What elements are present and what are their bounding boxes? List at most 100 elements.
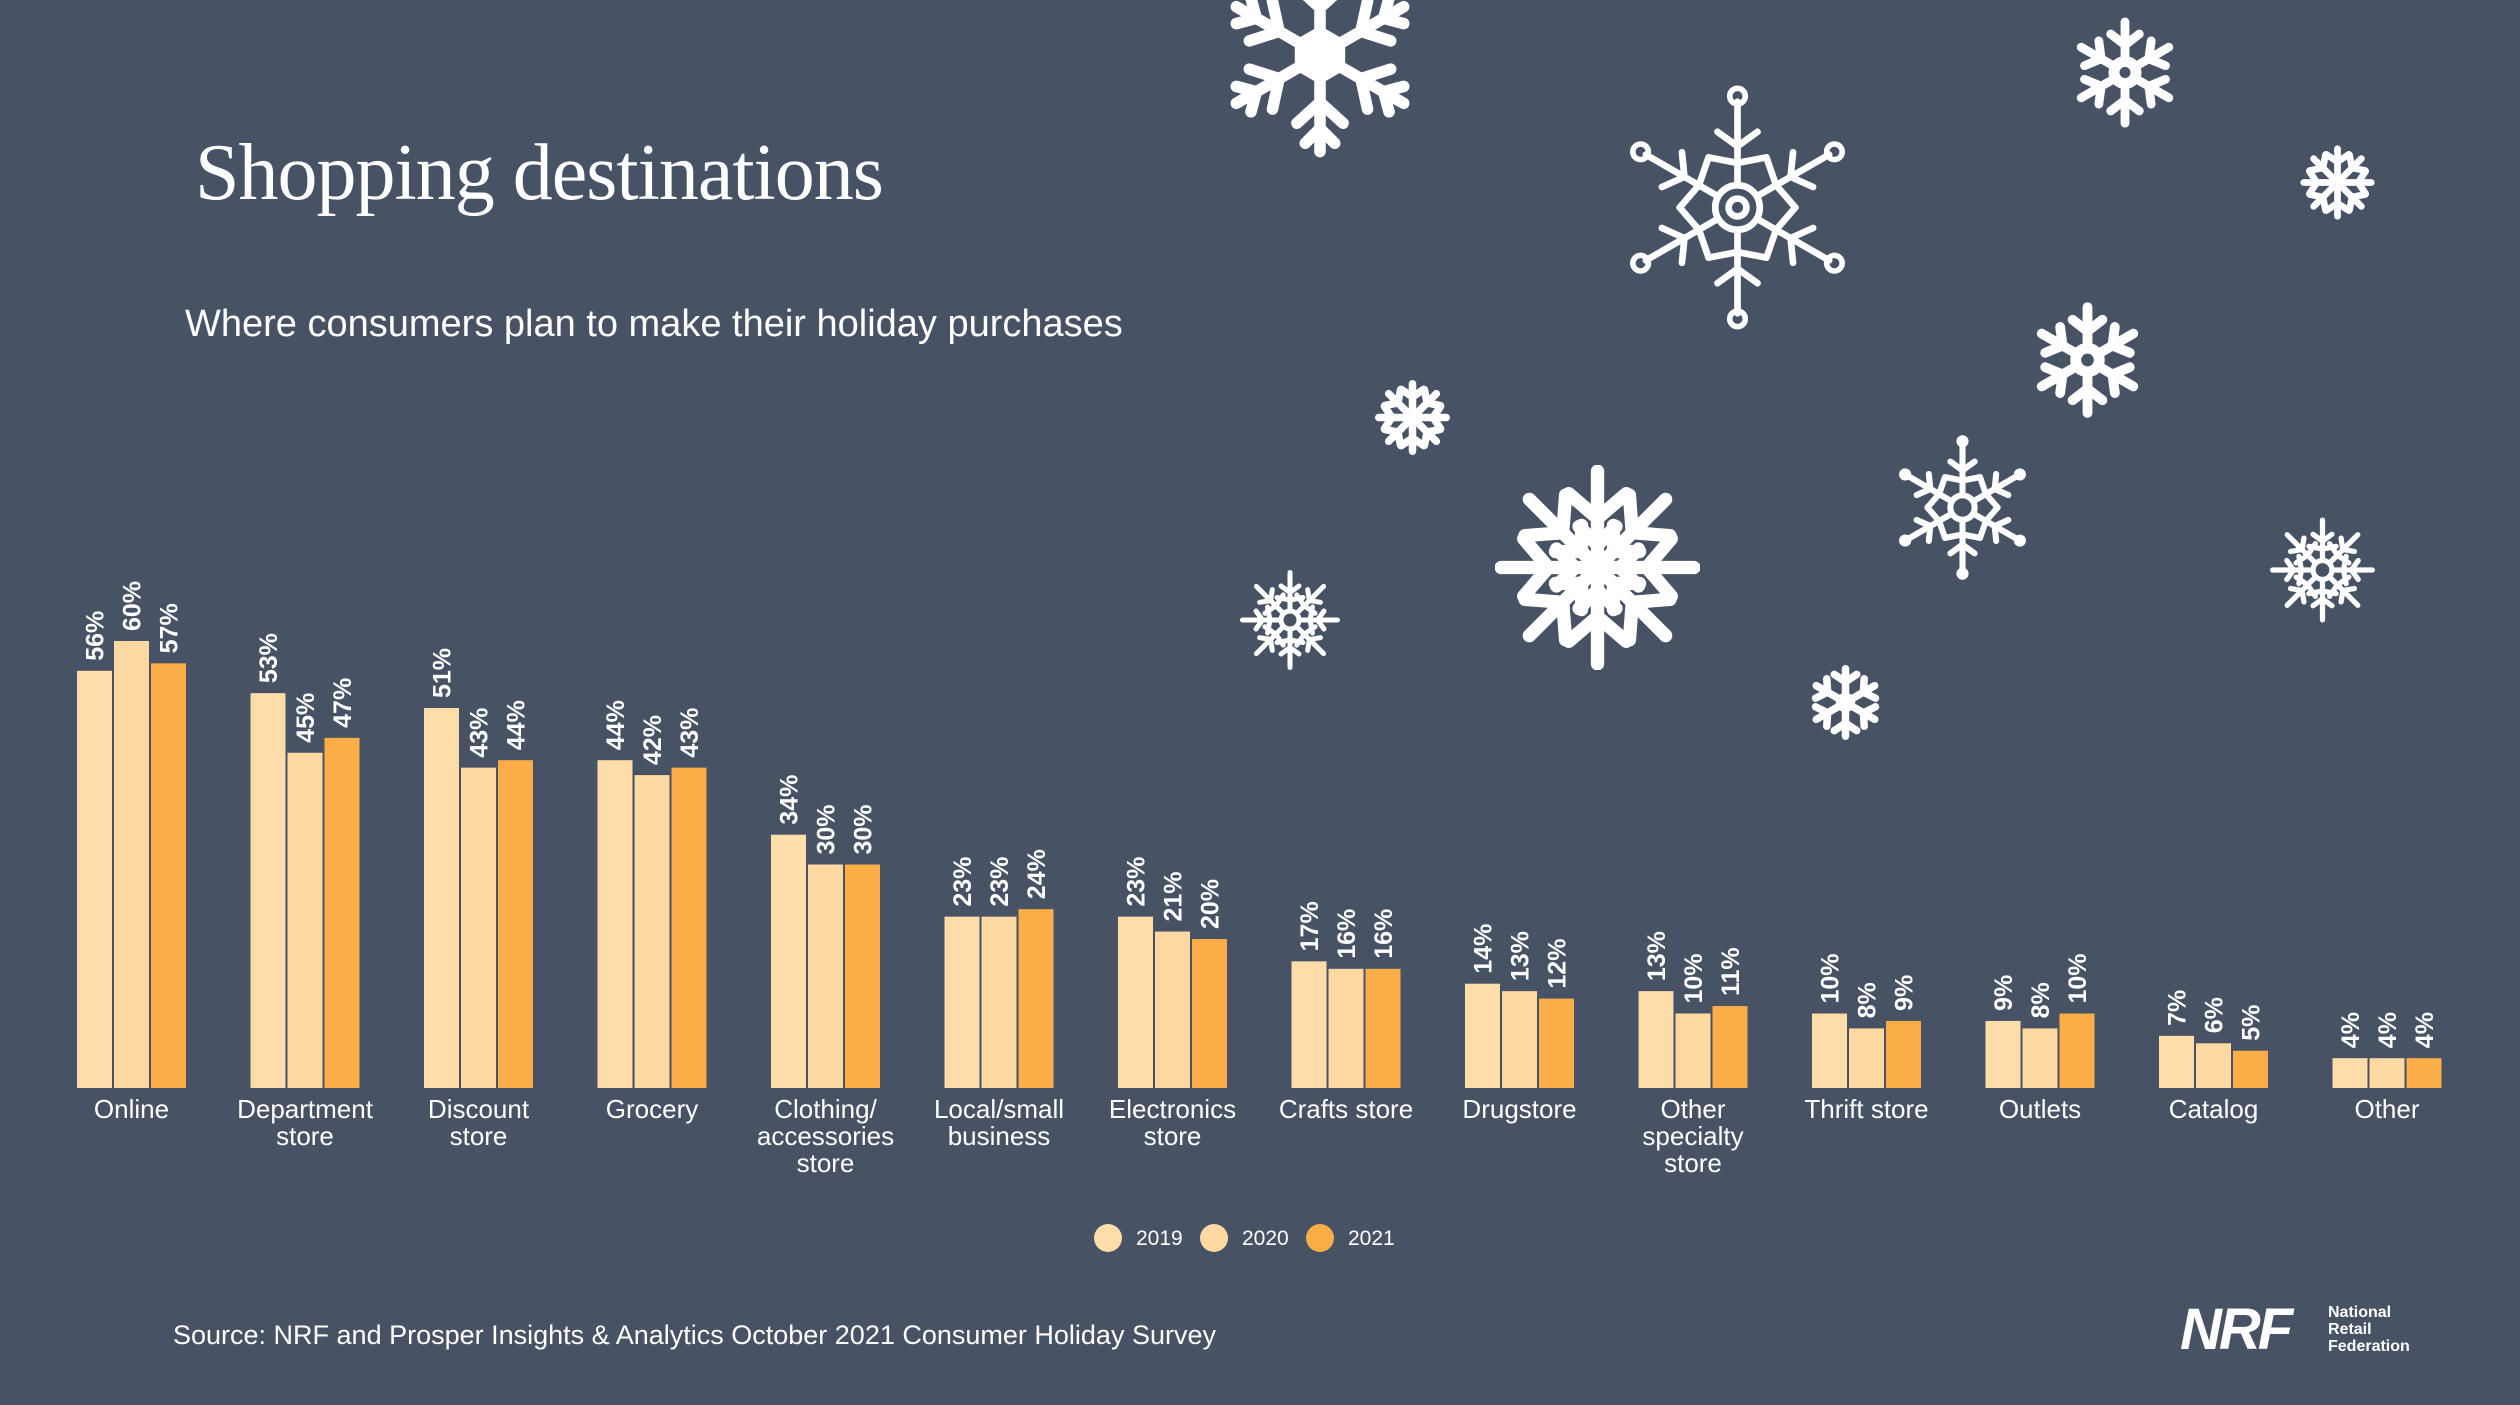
value-label: 21% [1160, 872, 1188, 922]
bar-2020 [981, 916, 1017, 1088]
snowflake-icon [1808, 665, 1883, 740]
category-label: Local/small [934, 1094, 1064, 1124]
value-label: 43% [676, 708, 704, 758]
value-label: 20% [1197, 879, 1225, 929]
category-label: Electronics [1109, 1094, 1236, 1124]
nrf-logo: NRF National Retail Federation [2180, 1300, 2440, 1360]
bar-2019 [2332, 1058, 2368, 1088]
snowflake-icon [2030, 300, 2145, 420]
value-label: 17% [1296, 901, 1324, 951]
legend-label: 2019 [1136, 1227, 1183, 1250]
category-label: Outlets [1999, 1094, 2081, 1124]
legend-swatch [1094, 1224, 1122, 1252]
bar-2020 [808, 864, 843, 1088]
legend: 2019 2020 2021 [1094, 1224, 1395, 1252]
legend-swatch [1306, 1224, 1334, 1252]
category-label: specialty [1642, 1121, 1743, 1151]
bar-2021 [2059, 1013, 2095, 1088]
logo-line: Federation [2328, 1338, 2410, 1355]
bar-2019 [1985, 1020, 2021, 1088]
category-label: Discount [428, 1094, 530, 1124]
value-label: 47% [329, 678, 357, 728]
value-label: 51% [429, 648, 457, 698]
category-label: store [797, 1148, 855, 1178]
value-label: 30% [850, 804, 878, 854]
logo-wordmark: National Retail Federation [2328, 1304, 2448, 1355]
bar-2019 [2159, 1035, 2194, 1088]
value-label: 10% [2064, 953, 2092, 1003]
value-label: 4% [2411, 1012, 2439, 1048]
value-label: 23% [1123, 857, 1151, 907]
bar-2019 [597, 760, 633, 1088]
bar-2019 [1638, 991, 1674, 1088]
page-subtitle: Where consumers plan to make their holid… [185, 303, 1123, 345]
value-label: 44% [503, 700, 531, 750]
category-label: store [1144, 1121, 1202, 1151]
bar-2020 [1328, 968, 1364, 1088]
category-label: Online [94, 1094, 169, 1124]
value-label: 10% [1680, 953, 1708, 1003]
logo-mark: NRF [2180, 1297, 2293, 1362]
page-title: Shopping destinations [195, 129, 884, 217]
value-label: 43% [466, 708, 494, 758]
value-label: 56% [82, 611, 110, 661]
bar-2020 [1502, 991, 1537, 1088]
bar-2021 [498, 760, 533, 1088]
bar-2021 [671, 767, 707, 1088]
value-label: 45% [292, 693, 320, 743]
source-note: Source: NRF and Prosper Insights & Analy… [173, 1320, 1216, 1350]
bar-2021 [845, 864, 880, 1088]
value-label: 10% [1817, 953, 1845, 1003]
bar-2021 [151, 663, 186, 1088]
category-label: Other [2354, 1094, 2419, 1124]
category-label: Thrift store [1804, 1094, 1928, 1124]
bar-2019 [1291, 961, 1327, 1088]
value-label: 11% [1717, 947, 1745, 996]
bar-2020 [1675, 1013, 1711, 1088]
value-label-group: 56% 60% 57% 53% 45% 47% 51% 43% 44% 44% 42% 43% 34% 3… [82, 581, 2440, 1048]
value-label: 12% [1544, 939, 1572, 989]
value-label: 16% [1333, 909, 1361, 959]
value-label: 7% [2164, 990, 2192, 1026]
category-label: store [450, 1121, 508, 1151]
category-label: Drugstore [1462, 1094, 1576, 1124]
category-label-group: Online DepartmentstoreDiscountstoreGrocer… [94, 1094, 2420, 1178]
bar-2020 [2022, 1028, 2058, 1088]
bar-2021 [2406, 1058, 2442, 1088]
category-label: store [1664, 1148, 1722, 1178]
snowflake-icon [1495, 465, 1700, 670]
value-label: 9% [1891, 975, 1919, 1011]
bar-2019 [1118, 916, 1153, 1088]
category-label: store [276, 1121, 334, 1151]
value-label: 30% [813, 804, 841, 854]
bar-2020 [2196, 1043, 2231, 1088]
snowflake-icon [2070, 17, 2180, 130]
value-label: 9% [1990, 975, 2018, 1011]
value-label: 6% [2201, 997, 2229, 1033]
bar-2020 [1155, 931, 1190, 1088]
category-label: accessories [757, 1121, 894, 1151]
value-label: 4% [2374, 1012, 2402, 1048]
bar-2021 [1539, 998, 1574, 1088]
bar-2021 [2233, 1050, 2268, 1088]
snowflake-icon [2300, 145, 2375, 220]
category-label: Grocery [606, 1094, 698, 1124]
bar-2021 [1192, 939, 1227, 1088]
value-label: 24% [1023, 849, 1051, 899]
value-label: 44% [602, 700, 630, 750]
bar-2019 [1465, 983, 1500, 1088]
value-label: 4% [2337, 1012, 2365, 1048]
bar-2019 [77, 670, 112, 1088]
bar-group [77, 641, 2442, 1088]
legend-label: 2021 [1348, 1227, 1395, 1250]
bar-2020 [634, 775, 670, 1088]
category-label: Crafts store [1279, 1094, 1413, 1124]
snowflake-icon [1375, 380, 1450, 455]
bar-2019 [250, 693, 286, 1088]
snowflake-icon [1625, 85, 1850, 330]
value-label: 16% [1370, 909, 1398, 959]
bar-2019 [1812, 1013, 1847, 1088]
category-label: business [948, 1121, 1051, 1151]
value-label: 57% [156, 603, 184, 653]
bar-2019 [944, 916, 980, 1088]
